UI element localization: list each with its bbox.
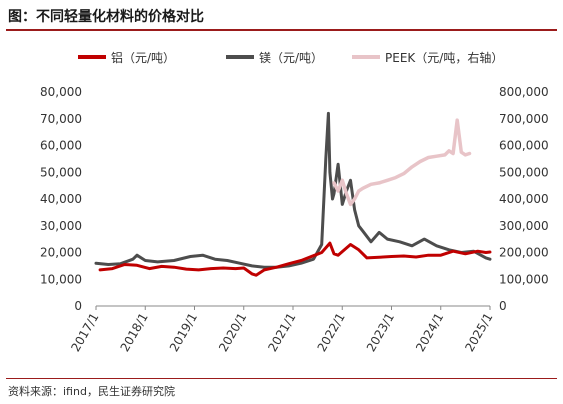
- y-left-tick-label: 60,000: [40, 139, 82, 153]
- series-line-aluminum: [98, 241, 492, 277]
- y-left-tick-label: 80,000: [40, 85, 82, 99]
- source-note: 资料来源：ifind，民生证券研究院: [8, 385, 175, 398]
- title-divider: [6, 29, 557, 31]
- source-divider: [6, 378, 557, 379]
- legend-label: 镁（元/吨）: [259, 51, 323, 65]
- y-right-tick-label: 600,000: [499, 139, 549, 153]
- x-tick-label: 2023/1: [364, 311, 397, 355]
- y-right-tick-label: 300,000: [499, 219, 549, 233]
- y-left-tick-label: 30,000: [40, 219, 82, 233]
- x-tick-label: 2020/1: [216, 311, 249, 355]
- y-right-tick-label: 500,000: [499, 165, 549, 179]
- x-tick-label: 2021/1: [265, 311, 298, 355]
- y-left-tick-label: 0: [74, 299, 82, 313]
- series-line-magnesium: [94, 111, 492, 269]
- x-tick-label: 2024/1: [413, 311, 446, 355]
- axes: 0 10,000 20,000 30,000 40,000 50,000 60,000 70,…: [40, 85, 549, 354]
- legend-label: PEEK（元/吨，右轴）: [385, 50, 503, 65]
- legend-label: 铝（元/吨）: [111, 50, 175, 65]
- y-left-tick-label: 50,000: [40, 165, 82, 179]
- x-tick-label: 2018/1: [118, 311, 151, 355]
- series-line-peek: [332, 118, 472, 207]
- y-right-tick-label: 700,000: [499, 112, 549, 126]
- figure-title: 图：不同轻量化材料的价格对比: [8, 9, 204, 25]
- y-right-tick-label: 200,000: [499, 246, 549, 260]
- x-tick-label: 2019/1: [167, 311, 200, 355]
- y-right-tick-label: 100,000: [499, 272, 549, 286]
- x-tick-label: 2025/1: [462, 311, 495, 355]
- x-tick-label: 2022/1: [315, 311, 348, 355]
- y-left-tick-label: 70,000: [40, 112, 82, 126]
- y-left-tick-label: 40,000: [40, 192, 82, 206]
- y-right-tick-label: 400,000: [499, 192, 549, 206]
- y-left-tick-label: 10,000: [40, 272, 82, 286]
- y-right-tick-label: 800,000: [499, 85, 549, 99]
- series-layer: [94, 111, 492, 277]
- y-left-tick-label: 20,000: [40, 246, 82, 260]
- y-right-tick-label: 0: [499, 299, 507, 313]
- x-tick-label: 2017/1: [68, 311, 101, 355]
- legend: 铝（元/吨） 镁（元/吨） PEEK（元/吨，右轴）: [78, 50, 503, 65]
